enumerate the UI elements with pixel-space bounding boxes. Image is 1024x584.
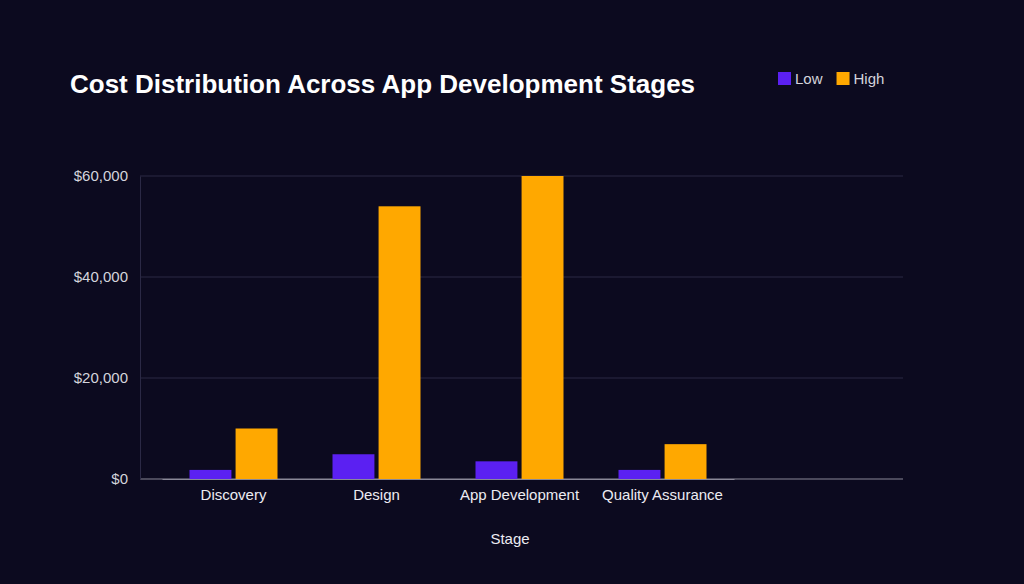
bar xyxy=(190,470,232,479)
y-axis: $0 $20,000 $40,000 $60,000 xyxy=(74,167,141,487)
grid-line xyxy=(140,176,903,177)
x-tick-label: App Development xyxy=(460,486,580,503)
y-tick: $60,000 xyxy=(74,167,140,184)
background xyxy=(0,0,1024,584)
x-tick-label: Design xyxy=(353,486,400,503)
x-tick: Discovery xyxy=(201,479,267,503)
x-tick: Quality Assurance xyxy=(602,479,723,503)
x-tick-label: Discovery xyxy=(201,486,267,503)
grid-line xyxy=(140,378,903,379)
legend: Low High xyxy=(778,70,884,87)
legend-swatch xyxy=(837,72,850,85)
x-axis: Discovery Design App Development Quality As… xyxy=(163,479,735,503)
legend-label: High xyxy=(854,70,885,87)
bars xyxy=(190,176,707,479)
y-tick-label: $20,000 xyxy=(74,369,128,386)
y-tick: $40,000 xyxy=(74,268,140,285)
legend-item: High xyxy=(837,70,885,87)
y-axis-line xyxy=(140,177,141,480)
bar xyxy=(379,206,421,479)
x-tick-label: Quality Assurance xyxy=(602,486,723,503)
legend-item: Low xyxy=(778,70,823,87)
x-axis-line xyxy=(163,479,735,480)
legend-swatch xyxy=(778,72,791,85)
bar xyxy=(333,454,375,479)
bar xyxy=(522,176,564,479)
bar xyxy=(236,429,278,480)
x-tick: App Development xyxy=(460,479,580,503)
title: Cost Distribution Across App Development… xyxy=(70,69,695,99)
chart: $0 $20,000 $40,000 $60,000 Discovery Design Ap… xyxy=(0,0,1024,584)
x-tick: Design xyxy=(353,479,400,503)
y-tick: $20,000 xyxy=(74,369,140,386)
bar xyxy=(619,470,661,479)
bar xyxy=(476,461,518,479)
legend-label: Low xyxy=(795,70,823,87)
x-axis-title: Stage xyxy=(490,530,529,547)
grid-line xyxy=(140,277,903,278)
grid xyxy=(140,176,903,479)
y-tick: $0 xyxy=(111,470,140,487)
y-tick-label: $40,000 xyxy=(74,268,128,285)
y-tick-label: $60,000 xyxy=(74,167,128,184)
y-tick-label: $0 xyxy=(111,470,128,487)
bar xyxy=(665,444,707,479)
